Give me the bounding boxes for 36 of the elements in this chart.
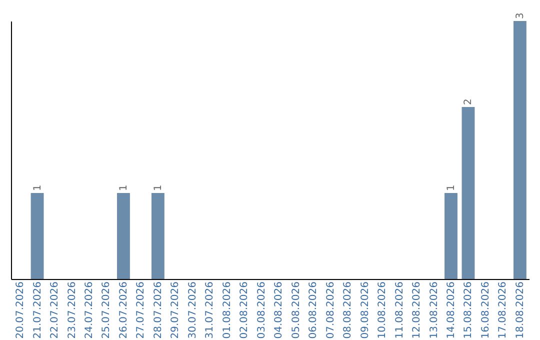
x-tick-label: 25.07.2026 bbox=[101, 282, 112, 339]
x-tick-label: 06.08.2026 bbox=[308, 282, 320, 339]
x-tick-label: 07.08.2026 bbox=[325, 282, 336, 339]
x-tick-label: 16.08.2026 bbox=[480, 282, 492, 339]
x-tick-label: 02.08.2026 bbox=[239, 282, 250, 339]
x-tick-label: 13.08.2026 bbox=[428, 282, 440, 339]
x-tick-label: 22.07.2026 bbox=[50, 282, 61, 339]
x-tick-label: 14.08.2026 bbox=[446, 282, 457, 339]
x-tick-label: 08.08.2026 bbox=[342, 282, 354, 339]
x-tick-label: 17.08.2026 bbox=[498, 282, 509, 339]
x-tick-label: 12.08.2026 bbox=[412, 282, 423, 339]
data-label: 1 bbox=[32, 184, 44, 191]
x-tick-label: 03.08.2026 bbox=[256, 282, 268, 339]
x-tick-label: 21.07.2026 bbox=[32, 282, 44, 339]
x-tick-label: 24.07.2026 bbox=[84, 282, 95, 339]
data-label: 3 bbox=[514, 12, 526, 19]
x-tick-label: 31.07.2026 bbox=[204, 282, 216, 339]
x-tick-label: 26.07.2026 bbox=[118, 282, 130, 339]
x-tick-label: 29.07.2026 bbox=[170, 282, 182, 339]
x-tick-label: 30.07.2026 bbox=[187, 282, 198, 339]
data-label: 2 bbox=[463, 98, 474, 105]
data-label: 1 bbox=[446, 184, 457, 191]
x-tick-label: 23.07.2026 bbox=[66, 282, 78, 339]
x-tick-label: 28.07.2026 bbox=[152, 282, 164, 339]
data-label: 1 bbox=[152, 184, 164, 191]
x-tick-label: 15.08.2026 bbox=[463, 282, 474, 339]
data-label: 1 bbox=[118, 184, 130, 191]
x-tick-label: 09.08.2026 bbox=[360, 282, 371, 339]
x-tick-label: 27.07.2026 bbox=[136, 282, 147, 339]
x-tick-label: 18.08.2026 bbox=[514, 282, 526, 339]
x-tick-label: 11.08.2026 bbox=[394, 282, 406, 339]
x-tick-label: 10.08.2026 bbox=[377, 282, 388, 339]
x-tick-label: 05.08.2026 bbox=[290, 282, 302, 339]
x-tick-label: 20.07.2026 bbox=[15, 282, 26, 339]
x-tick-label: 01.08.2026 bbox=[222, 282, 233, 339]
x-tick-label: 04.08.2026 bbox=[274, 282, 285, 339]
